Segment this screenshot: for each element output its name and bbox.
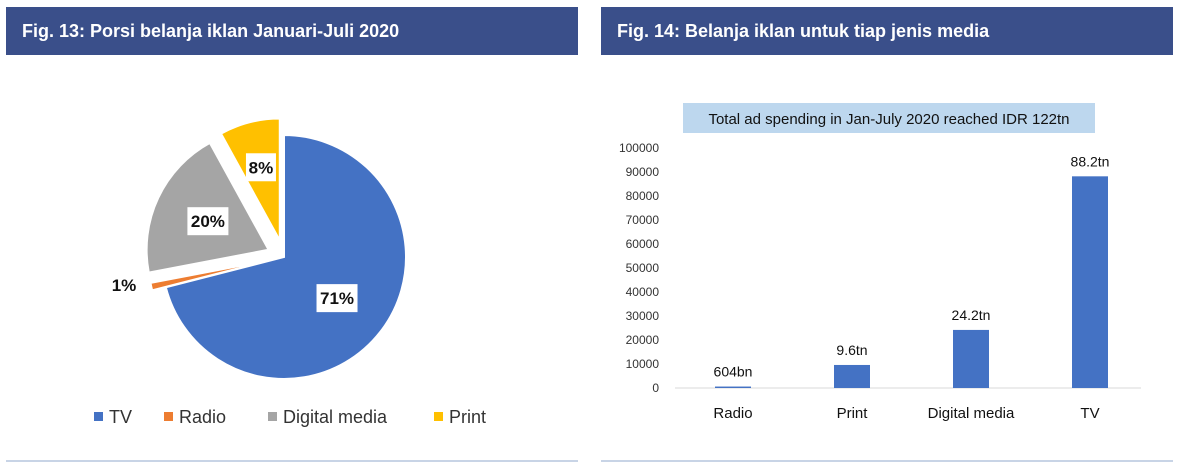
legend-item: Radio bbox=[164, 407, 226, 427]
legend-item: TV bbox=[94, 407, 132, 427]
bar-data-label: 88.2tn bbox=[1071, 153, 1110, 169]
legend-label: Radio bbox=[179, 407, 226, 427]
bar-chart: Total ad spending in Jan-July 2020 reach… bbox=[619, 103, 1141, 422]
x-tick-label: Radio bbox=[713, 405, 752, 422]
bar-data-label: 604bn bbox=[714, 364, 753, 380]
bar-print bbox=[834, 364, 870, 388]
y-tick-label: 100000 bbox=[619, 141, 659, 155]
legend-label: TV bbox=[109, 407, 132, 427]
y-tick-label: 30000 bbox=[626, 309, 660, 323]
svg-text:8%: 8% bbox=[249, 158, 274, 177]
x-tick-label: Digital media bbox=[928, 405, 1015, 422]
bar-data-label: 24.2tn bbox=[952, 307, 991, 323]
pie-data-label: 1% bbox=[112, 276, 137, 295]
figure-13-panel: Fig. 13: Porsi belanja iklan Januari-Jul… bbox=[6, 7, 578, 462]
figure-14-title: Fig. 14: Belanja iklan untuk tiap jenis … bbox=[601, 7, 1173, 55]
y-tick-label: 50000 bbox=[626, 261, 660, 275]
y-tick-label: 60000 bbox=[626, 237, 660, 251]
y-tick-label: 0 bbox=[652, 381, 659, 395]
legend-label: Digital media bbox=[283, 407, 388, 427]
x-tick-label: TV bbox=[1080, 405, 1099, 422]
pie-data-label: 71% bbox=[316, 284, 358, 313]
legend-item: Digital media bbox=[268, 407, 388, 427]
pie-data-label: 8% bbox=[245, 153, 276, 182]
bar-digital-media bbox=[953, 329, 989, 388]
y-tick-label: 10000 bbox=[626, 357, 660, 371]
legend-label: Print bbox=[449, 407, 486, 427]
y-tick-label: 40000 bbox=[626, 285, 660, 299]
figure-14-panel: Fig. 14: Belanja iklan untuk tiap jenis … bbox=[601, 7, 1173, 462]
y-tick-label: 90000 bbox=[626, 165, 660, 179]
y-tick-label: 20000 bbox=[626, 333, 660, 347]
legend-swatch bbox=[434, 412, 443, 421]
svg-text:71%: 71% bbox=[320, 289, 354, 308]
bar-data-label: 9.6tn bbox=[836, 342, 867, 358]
chart-annotation: Total ad spending in Jan-July 2020 reach… bbox=[683, 103, 1095, 133]
panel-divider bbox=[6, 460, 578, 462]
pie-legend: TV Radio Digital media Print bbox=[94, 407, 486, 427]
y-tick-label: 70000 bbox=[626, 213, 660, 227]
legend-swatch bbox=[94, 412, 103, 421]
bar-radio bbox=[715, 386, 751, 388]
svg-text:1%: 1% bbox=[112, 276, 137, 295]
pie-slice-radio bbox=[149, 259, 271, 292]
pie-chart: 71% 1% 20% 8% TV Radio Digital media Print bbox=[94, 117, 486, 427]
bar-tv bbox=[1072, 176, 1108, 388]
svg-text:Total ad spending in Jan-July: Total ad spending in Jan-July 2020 reach… bbox=[708, 111, 1069, 128]
pie-data-label: 20% bbox=[187, 207, 229, 236]
panel-divider bbox=[601, 460, 1173, 462]
y-tick-label: 80000 bbox=[626, 189, 660, 203]
legend-swatch bbox=[268, 412, 277, 421]
legend-swatch bbox=[164, 412, 173, 421]
svg-text:20%: 20% bbox=[191, 212, 225, 231]
legend-item: Print bbox=[434, 407, 486, 427]
pie-slice-tv bbox=[164, 133, 407, 380]
figure-13-title: Fig. 13: Porsi belanja iklan Januari-Jul… bbox=[6, 7, 578, 55]
x-tick-label: Print bbox=[837, 405, 869, 422]
